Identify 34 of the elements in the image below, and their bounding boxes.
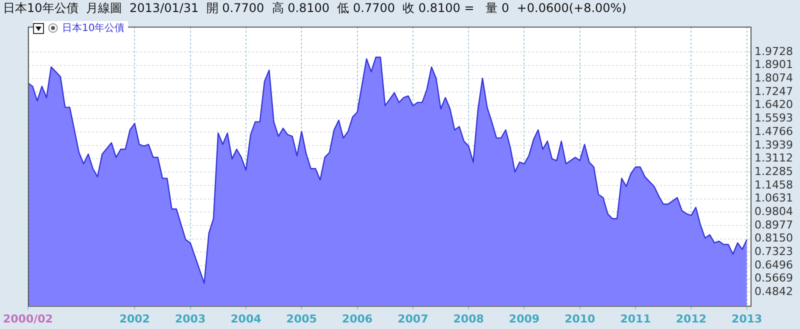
x-tick-label: 2009 bbox=[508, 312, 540, 326]
y-tick-label: 1.4766 bbox=[754, 124, 794, 138]
y-tick-label: 1.7247 bbox=[754, 84, 794, 98]
y-tick-label: 0.8977 bbox=[754, 218, 794, 232]
y-tick-label: 0.8150 bbox=[754, 232, 794, 245]
x-tick-label: 2011 bbox=[620, 312, 651, 326]
y-tick-label: 0.5669 bbox=[754, 272, 794, 285]
text: 日本10年公債 bbox=[62, 22, 125, 35]
x-tick-label: 2004 bbox=[230, 312, 262, 326]
y-tick-label: 1.2285 bbox=[754, 164, 794, 178]
y-tick-label: 0.9804 bbox=[754, 204, 794, 218]
y-tick-label: 1.6420 bbox=[754, 98, 794, 112]
x-tick-label: 2012 bbox=[676, 312, 707, 326]
x-tick-label: 2002 bbox=[119, 312, 150, 326]
x-tick-label: 2013 bbox=[732, 312, 762, 326]
y-tick-label: 1.0631 bbox=[754, 192, 794, 205]
x-tick-label: 2006 bbox=[342, 312, 373, 326]
x-tick-label: 2007 bbox=[398, 312, 428, 326]
y-tick-label: 1.8074 bbox=[754, 72, 794, 85]
y-tick-label: 1.8901 bbox=[754, 58, 794, 72]
chart-title: 日本10年公債 月線圖 2013/01/31 開 0.7700 高 0.8100 低 0.7700 收 0.8100 = 量 0 +0.0600(+8.00%) bbox=[2, 0, 628, 17]
y-tick-label: 0.7323 bbox=[754, 245, 794, 258]
y-tick-label: 1.3939 bbox=[754, 138, 794, 152]
x-tick-label: 2005 bbox=[286, 312, 317, 326]
y-tick-label: 1.1458 bbox=[754, 178, 794, 192]
x-tick-label: 2008 bbox=[453, 312, 484, 326]
y-tick-label: 0.6496 bbox=[754, 258, 794, 272]
y-tick-label: 0.4842 bbox=[754, 285, 794, 298]
y-tick-label: 1.5593 bbox=[754, 112, 794, 125]
x-tick-label: 2010 bbox=[564, 312, 596, 326]
y-tick-label: 1.3112 bbox=[754, 152, 794, 165]
y-tick-label: 1.9728 bbox=[754, 44, 794, 58]
x-tick-label: 2000/02 bbox=[2, 312, 53, 326]
x-tick-label: 2003 bbox=[174, 312, 206, 326]
